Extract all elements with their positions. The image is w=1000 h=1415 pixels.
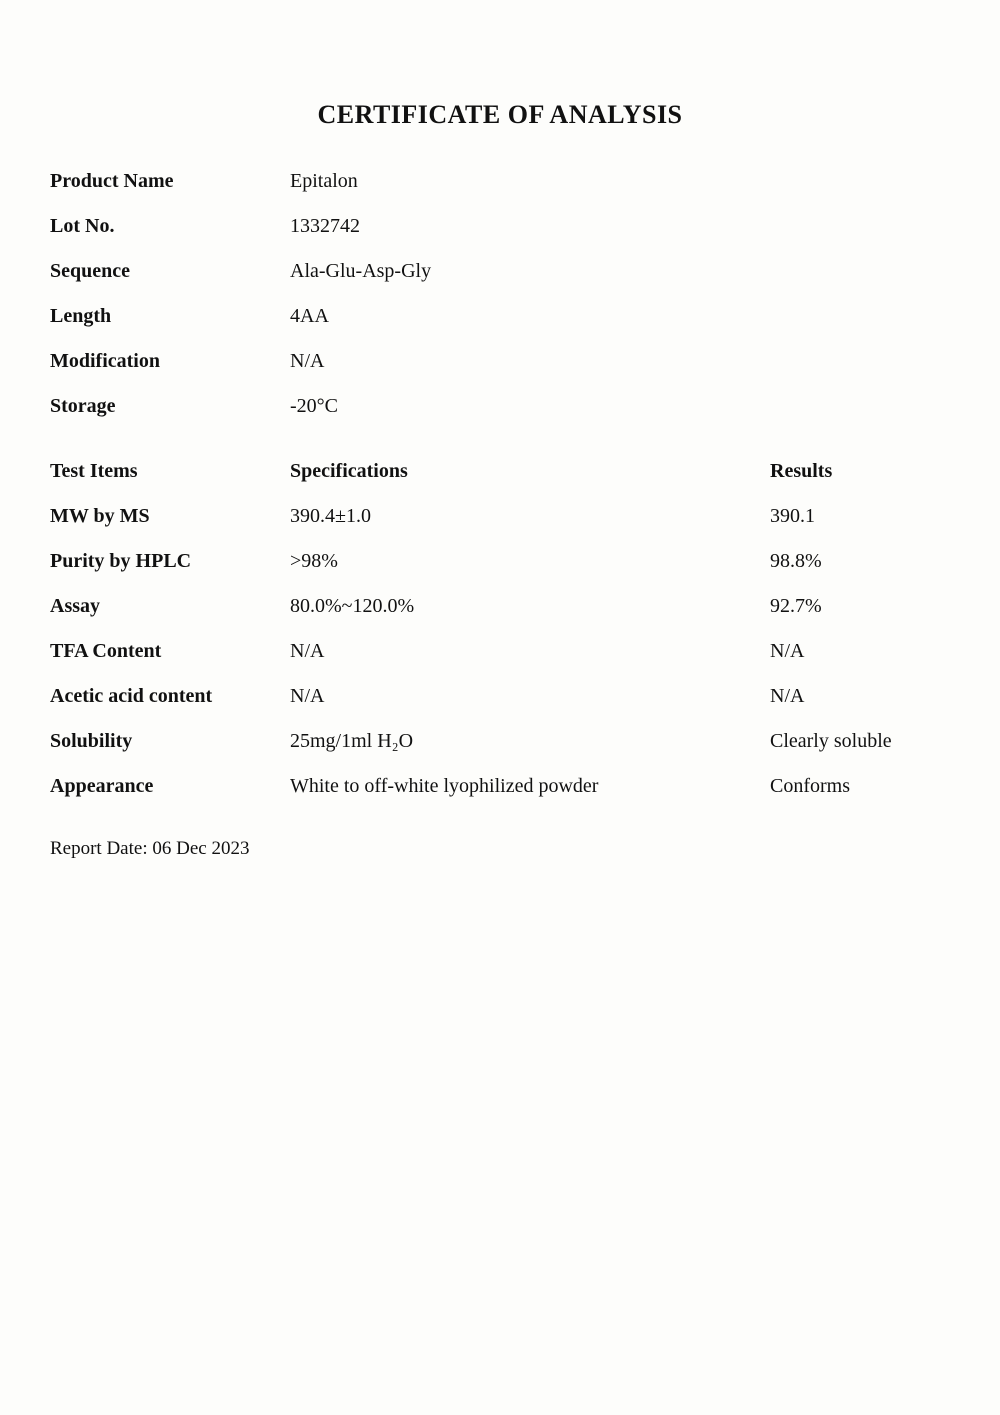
length-label: Length [50, 305, 290, 328]
table-row: Assay 80.0%~120.0% 92.7% [50, 595, 950, 618]
table-row: MW by MS 390.4±1.0 390.1 [50, 505, 950, 528]
test-item: Purity by HPLC [50, 550, 290, 573]
test-result: Conforms [770, 775, 950, 798]
test-result: 98.8% [770, 550, 950, 573]
sequence-value: Ala-Glu-Asp-Gly [290, 260, 770, 283]
table-row: Solubility 25mg/1ml H₂O Clearly soluble [50, 730, 950, 753]
test-item: TFA Content [50, 640, 290, 663]
storage-label: Storage [50, 395, 290, 418]
test-spec: White to off-white lyophilized powder [290, 775, 770, 798]
test-spec: >98% [290, 550, 770, 573]
col-header-specifications: Specifications [290, 460, 770, 483]
table-row: Appearance White to off-white lyophilize… [50, 775, 950, 798]
info-row-storage: Storage -20°C [50, 395, 950, 418]
col-header-test-items: Test Items [50, 460, 290, 483]
info-row-length: Length 4AA [50, 305, 950, 328]
modification-value: N/A [290, 350, 770, 373]
info-row-sequence: Sequence Ala-Glu-Asp-Gly [50, 260, 950, 283]
report-date: Report Date: 06 Dec 2023 [50, 838, 950, 860]
test-item: MW by MS [50, 505, 290, 528]
test-result: N/A [770, 685, 950, 708]
lot-no-label: Lot No. [50, 215, 290, 238]
lot-no-value: 1332742 [290, 215, 770, 238]
test-item: Appearance [50, 775, 290, 798]
document-title: CERTIFICATE OF ANALYSIS [50, 100, 950, 130]
length-value: 4AA [290, 305, 770, 328]
test-item: Assay [50, 595, 290, 618]
test-spec: 25mg/1ml H₂O [290, 730, 770, 753]
modification-label: Modification [50, 350, 290, 373]
info-row-product-name: Product Name Epitalon [50, 170, 950, 193]
storage-value: -20°C [290, 395, 770, 418]
sequence-label: Sequence [50, 260, 290, 283]
test-result: Clearly soluble [770, 730, 950, 753]
test-spec: N/A [290, 685, 770, 708]
product-name-label: Product Name [50, 170, 290, 193]
table-row: Purity by HPLC >98% 98.8% [50, 550, 950, 573]
info-row-modification: Modification N/A [50, 350, 950, 373]
test-spec: 390.4±1.0 [290, 505, 770, 528]
test-result: 92.7% [770, 595, 950, 618]
test-spec: 80.0%~120.0% [290, 595, 770, 618]
test-item: Acetic acid content [50, 685, 290, 708]
info-row-lot-no: Lot No. 1332742 [50, 215, 950, 238]
table-row: TFA Content N/A N/A [50, 640, 950, 663]
test-spec: N/A [290, 640, 770, 663]
table-row: Acetic acid content N/A N/A [50, 685, 950, 708]
test-item: Solubility [50, 730, 290, 753]
product-name-value: Epitalon [290, 170, 770, 193]
test-result: 390.1 [770, 505, 950, 528]
table-header-row: Test Items Specifications Results [50, 460, 950, 483]
test-result: N/A [770, 640, 950, 663]
col-header-results: Results [770, 460, 950, 483]
